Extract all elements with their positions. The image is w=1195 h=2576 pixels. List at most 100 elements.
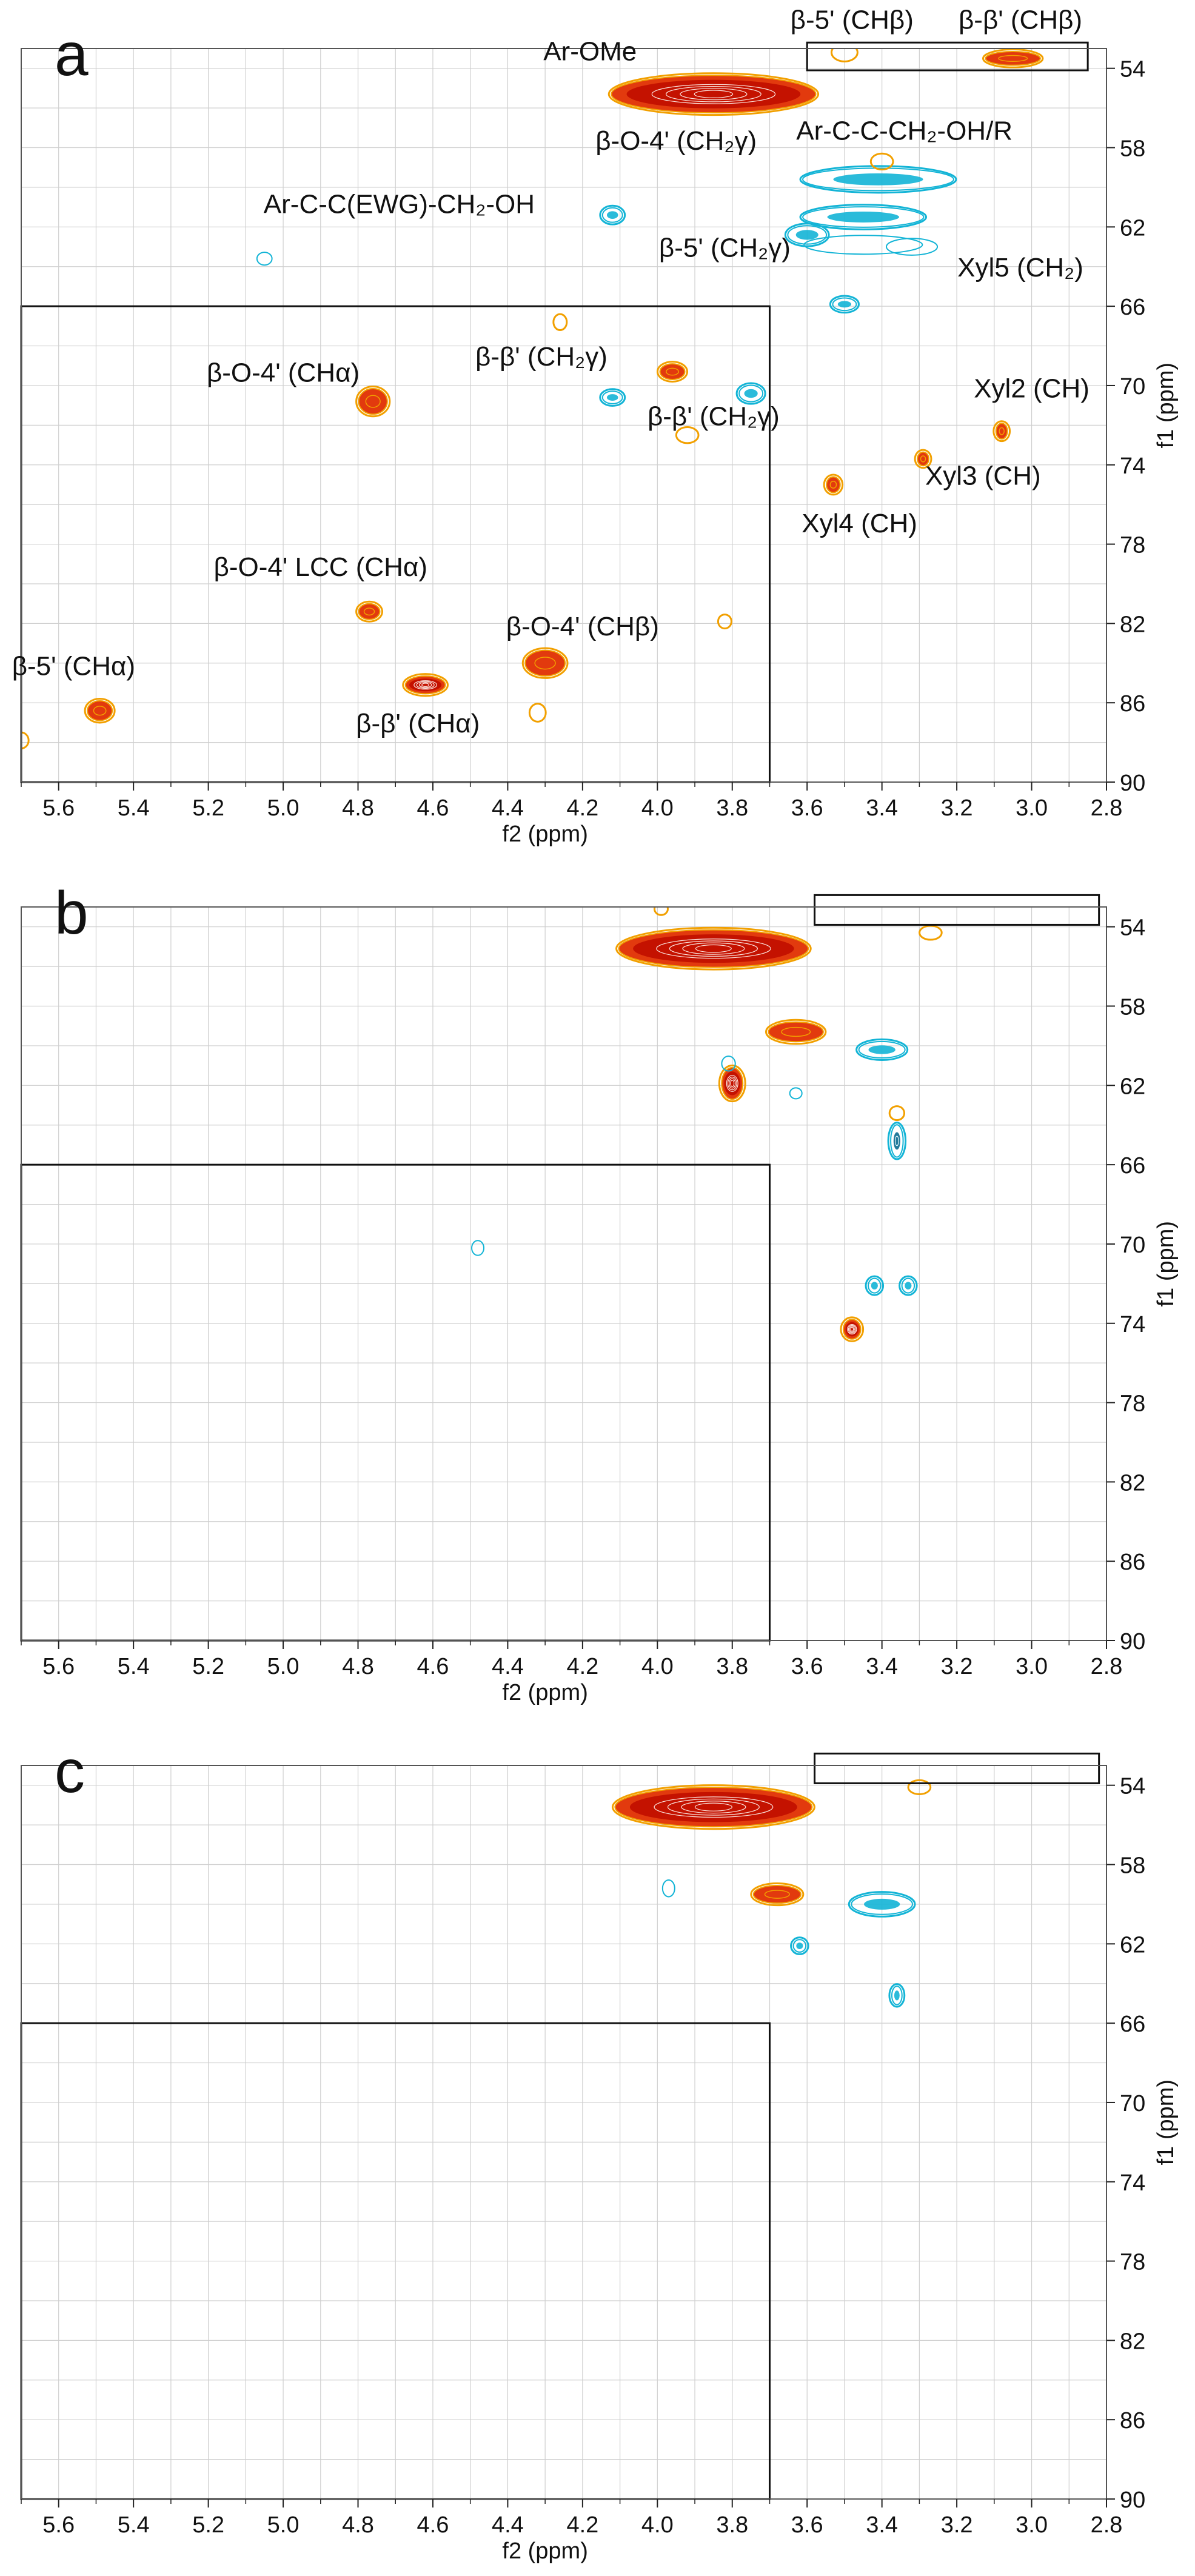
cross-peak — [823, 473, 844, 496]
contour-outer — [608, 72, 820, 116]
contour-outer — [84, 698, 116, 724]
contour-ring — [418, 681, 432, 688]
contour-outer — [611, 1784, 815, 1830]
contour-mid — [985, 51, 1041, 66]
region-box — [814, 1752, 1100, 1784]
contour-ring — [534, 657, 556, 670]
cross-peak — [784, 222, 830, 247]
y-tick-label: 66 — [1120, 1153, 1145, 1179]
contour-mid — [358, 387, 388, 415]
nmr-hsqc-spectrum: 5.6 5.4 5.2 5.0 4.8 4.6 4.4 4.2 4.0 3.8 3.6 3.4 3.2 3… — [20, 1752, 1179, 2564]
contour-mid — [768, 1021, 824, 1043]
x-tick-label: 3.2 — [941, 2512, 973, 2538]
grid — [21, 1765, 1107, 2500]
y-tick-label: 54 — [1120, 915, 1145, 941]
y-tick-label: 78 — [1120, 2250, 1145, 2275]
panel-label: c — [55, 1738, 85, 1805]
cross-peak — [899, 1275, 918, 1296]
contour-ring — [413, 680, 438, 690]
x-tick-label: 3.6 — [791, 2512, 823, 2538]
contour-core — [629, 1791, 797, 1822]
y-tick-label: 70 — [1120, 2091, 1145, 2116]
contour-ring — [666, 367, 679, 376]
peak-annotation: β-β' (CH₂γ) — [475, 342, 608, 372]
x-tick-label: 3.8 — [716, 2512, 748, 2538]
contour-ring — [667, 1798, 760, 1816]
contour-mid — [358, 603, 381, 620]
contour-mid — [601, 390, 623, 404]
cross-peak — [840, 1316, 865, 1342]
contour-ring — [847, 1324, 857, 1335]
x-tick-label: 4.2 — [566, 795, 598, 821]
cross-peak — [717, 614, 732, 630]
x-tick-label: 5.6 — [42, 2512, 75, 2538]
contour-mid — [917, 451, 929, 467]
contour-outer — [599, 388, 626, 407]
x-tick-label: 5.0 — [267, 795, 300, 821]
y-tick-label: 86 — [1120, 2408, 1145, 2434]
x-tick-label: 3.4 — [866, 2512, 898, 2538]
cross-peak — [750, 1882, 805, 1907]
contour-outer — [865, 1275, 885, 1296]
contour-outer — [471, 1240, 485, 1256]
contour-outer — [803, 235, 923, 255]
contour-outer — [855, 1038, 909, 1062]
x-tick-label: 5.2 — [192, 2512, 224, 2538]
plot-frame — [21, 48, 1107, 783]
peak-annotation: β-β' (CHβ) — [959, 5, 1082, 35]
contour-core — [606, 211, 618, 219]
contour-ring — [894, 1136, 899, 1146]
contour-ring — [654, 1796, 774, 1818]
plot-frame — [21, 1765, 1107, 2500]
peak-annotation: Ar-OMe — [543, 37, 637, 67]
cross-peak — [721, 1055, 736, 1072]
x-tick-label: 5.4 — [118, 2512, 150, 2538]
contour-mid — [601, 207, 623, 223]
contour-ring — [651, 84, 776, 104]
y-tick-label: 62 — [1120, 1074, 1145, 1099]
cross-peak — [608, 72, 820, 116]
peaks — [611, 1779, 932, 2008]
panel-label: a — [55, 21, 89, 89]
contour-mid — [659, 363, 686, 381]
contour-ring — [680, 88, 748, 101]
contour-ring — [363, 607, 375, 616]
y-tick-label: 74 — [1120, 2170, 1145, 2196]
y-tick-label: 58 — [1120, 1853, 1145, 1879]
y-tick-label: 90 — [1120, 1629, 1145, 1654]
contour-outer — [848, 1891, 916, 1918]
contour-outer — [521, 647, 569, 679]
contour-outer — [907, 1779, 932, 1796]
x-tick-label: 2.8 — [1091, 795, 1123, 821]
y-tick-label: 82 — [1120, 1470, 1145, 1496]
peak-annotation: β-5' (CHβ) — [791, 5, 914, 35]
contour-outer — [765, 1019, 827, 1045]
nmr-hsqc-spectrum: 5.6 5.4 5.2 5.0 4.8 4.6 4.4 4.2 4.0 3.8 3.6 3.4 3.2 3… — [12, 5, 1179, 847]
y-tick-label: 66 — [1120, 295, 1145, 320]
cross-peak — [992, 420, 1011, 443]
contour-outer — [869, 152, 894, 171]
x-tick-label: 3.2 — [941, 795, 973, 821]
contour-ring — [849, 1326, 855, 1333]
contour-ring — [920, 455, 926, 463]
contour-core — [868, 1045, 895, 1054]
contour-outer — [661, 1879, 675, 1898]
cross-peak — [790, 1936, 809, 1955]
panel-a: 5.6 5.4 5.2 5.0 4.8 4.6 4.4 4.2 4.0 3.8 3.6 3.4 3.2 3… — [0, 0, 1195, 858]
contour-core — [905, 1282, 912, 1290]
x-tick-label: 4.8 — [342, 1654, 374, 1679]
x-tick-label: 4.2 — [566, 1654, 598, 1679]
contour-ring — [695, 944, 732, 953]
contour-mid — [752, 1884, 802, 1904]
x-tick-label: 3.4 — [866, 1654, 898, 1679]
peak-annotation: β-β' (CHα) — [356, 709, 480, 738]
grid — [21, 907, 1107, 1641]
contour-outer — [735, 382, 766, 405]
x-tick-label: 4.0 — [641, 1654, 674, 1679]
x-tick-label: 5.2 — [192, 1654, 224, 1679]
y-tick-label: 74 — [1120, 1312, 1145, 1337]
panel-c: 5.6 5.4 5.2 5.0 4.8 4.6 4.4 4.2 4.0 3.8 3.6 3.4 3.2 3… — [0, 1717, 1195, 2575]
x-axis: 5.6 5.4 5.2 5.0 4.8 4.6 4.4 4.2 4.0 3.8 3.6 3.4 3.2 3… — [21, 782, 1122, 821]
contour-outer — [402, 673, 449, 697]
cross-peak — [653, 907, 669, 916]
